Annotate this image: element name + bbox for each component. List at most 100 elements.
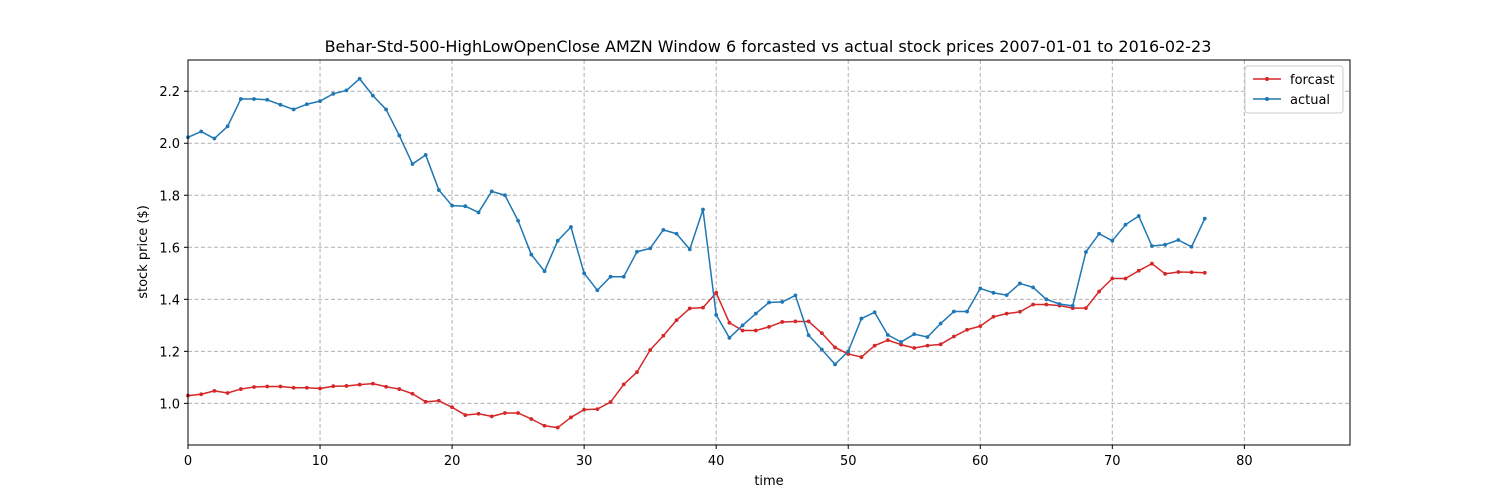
y-tick-label: 2.2 xyxy=(159,85,180,100)
data-point-actual xyxy=(1136,214,1141,218)
data-point-actual xyxy=(450,203,454,208)
data-point-actual xyxy=(331,91,336,96)
data-point-forcast xyxy=(238,387,243,391)
data-point-actual xyxy=(608,274,613,279)
data-point-forcast xyxy=(661,333,666,338)
data-point-actual xyxy=(595,288,600,293)
data-point-forcast xyxy=(1044,302,1049,307)
data-point-actual xyxy=(780,300,785,304)
data-point-actual xyxy=(925,335,930,339)
data-point-forcast xyxy=(938,342,943,347)
y-tick-label: 2.0 xyxy=(159,137,180,152)
data-point-actual xyxy=(489,189,494,194)
y-tick-label: 1.4 xyxy=(159,293,180,308)
data-point-forcast xyxy=(727,320,732,325)
data-point-forcast xyxy=(648,348,653,352)
data-point-actual xyxy=(476,210,481,215)
data-point-actual xyxy=(436,188,441,192)
data-point-forcast xyxy=(463,413,468,417)
legend-marker-actual xyxy=(1265,97,1269,101)
data-point-forcast xyxy=(859,355,864,359)
data-point-forcast xyxy=(278,384,283,389)
x-tick-label: 60 xyxy=(972,454,989,469)
y-axis-label: stock price ($) xyxy=(136,205,151,299)
data-point-forcast xyxy=(529,417,534,421)
data-point-forcast xyxy=(819,331,824,336)
data-point-forcast xyxy=(621,382,626,387)
series-layer xyxy=(186,76,1207,430)
y-tick-label: 1.8 xyxy=(159,189,180,204)
data-point-actual xyxy=(965,309,969,314)
y-tick-label: 1.0 xyxy=(159,397,180,412)
data-point-forcast xyxy=(436,398,441,403)
data-point-actual xyxy=(582,271,587,276)
data-point-actual xyxy=(635,249,639,254)
x-tick-label: 40 xyxy=(708,454,725,469)
data-point-forcast xyxy=(780,320,785,324)
data-point-actual xyxy=(569,225,573,229)
data-point-actual xyxy=(370,93,375,98)
data-point-forcast xyxy=(344,384,349,388)
data-point-forcast xyxy=(1189,270,1194,275)
data-point-forcast xyxy=(1031,302,1035,307)
series-line-forcast xyxy=(187,262,1205,429)
data-point-actual xyxy=(1189,244,1194,249)
data-point-actual xyxy=(1031,285,1035,290)
y-tick-label: 1.6 xyxy=(159,241,180,256)
data-point-actual xyxy=(1110,238,1115,243)
data-point-forcast xyxy=(252,385,256,389)
data-point-forcast xyxy=(991,314,996,319)
data-point-forcast xyxy=(476,411,481,416)
data-point-actual xyxy=(291,107,296,112)
data-point-actual xyxy=(1084,250,1088,254)
data-point-actual xyxy=(503,193,507,198)
data-point-actual xyxy=(463,204,468,209)
data-point-actual xyxy=(899,340,903,344)
data-point-forcast xyxy=(503,411,507,415)
data-point-actual xyxy=(344,88,349,93)
data-point-forcast xyxy=(951,334,956,339)
data-point-forcast xyxy=(753,328,758,333)
data-point-forcast xyxy=(1202,270,1207,275)
data-point-actual xyxy=(727,335,732,340)
data-point-actual xyxy=(1176,238,1181,242)
data-point-actual xyxy=(846,349,851,354)
data-point-actual xyxy=(410,162,415,166)
axis-ticks: 0 10 20 30 40 50 60 70 80 1.0 1.2 1.4 1.6 1.8 2.0 2.2 xyxy=(159,85,1252,469)
grid xyxy=(188,60,1350,445)
data-point-actual xyxy=(1150,244,1154,248)
data-point-forcast xyxy=(569,415,573,420)
data-point-actual xyxy=(357,76,362,81)
data-point-forcast xyxy=(806,319,811,324)
data-point-actual xyxy=(819,347,824,352)
x-tick-label: 50 xyxy=(840,454,857,469)
plot-frame xyxy=(187,59,1351,446)
data-point-forcast xyxy=(912,346,917,350)
data-point-actual xyxy=(740,323,745,328)
data-point-forcast xyxy=(701,305,705,310)
series-line-actual xyxy=(187,77,1206,366)
data-point-forcast xyxy=(608,400,613,404)
data-point-forcast xyxy=(714,290,719,295)
data-point-actual xyxy=(661,227,666,232)
data-point-forcast xyxy=(833,345,837,350)
data-point-actual xyxy=(199,129,204,134)
x-tick-label: 20 xyxy=(444,454,461,469)
data-point-forcast xyxy=(872,343,877,348)
data-point-actual xyxy=(1044,297,1049,302)
legend-label-actual: actual xyxy=(1290,93,1330,108)
data-point-forcast xyxy=(1017,309,1022,314)
data-point-forcast xyxy=(1084,306,1088,311)
data-point-forcast xyxy=(767,324,771,329)
plot-area xyxy=(188,60,1350,445)
data-point-forcast xyxy=(635,370,639,375)
data-point-actual xyxy=(912,332,917,337)
data-point-actual xyxy=(1004,293,1009,298)
data-point-forcast xyxy=(1163,271,1168,276)
data-point-actual xyxy=(753,311,758,316)
data-point-actual xyxy=(212,136,217,141)
data-point-forcast xyxy=(793,319,798,324)
data-point-forcast xyxy=(925,343,930,348)
data-point-actual xyxy=(1057,302,1062,306)
